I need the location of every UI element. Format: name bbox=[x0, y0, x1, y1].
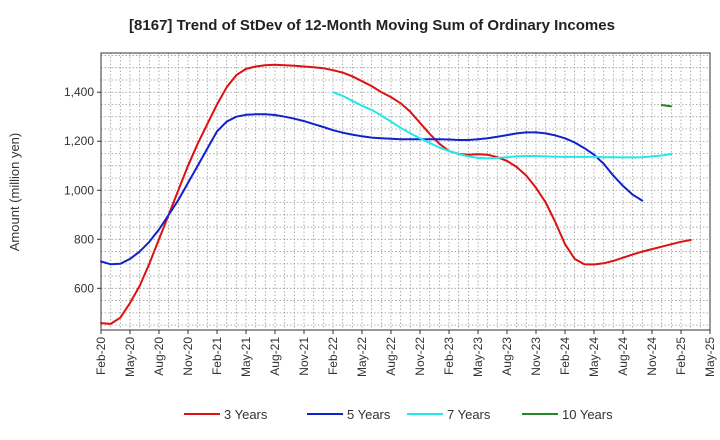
x-tick-label: May-21 bbox=[239, 337, 253, 377]
x-tick-label: Nov-23 bbox=[529, 337, 543, 376]
x-tick-label: Nov-22 bbox=[413, 337, 427, 376]
y-tick-label: 1,400 bbox=[64, 85, 94, 99]
y-tick-label: 1,000 bbox=[64, 183, 94, 197]
x-tick-label: May-22 bbox=[355, 337, 369, 377]
x-tick-label: May-20 bbox=[123, 337, 137, 377]
y-axis-label: Amount (million yen) bbox=[7, 133, 22, 252]
series-lines bbox=[100, 63, 692, 325]
grid bbox=[101, 53, 710, 330]
x-tick-label: Aug-22 bbox=[384, 337, 398, 376]
legend-label: 5 Years bbox=[347, 407, 391, 422]
x-tick-label: May-25 bbox=[703, 337, 717, 377]
x-tick-label: Aug-24 bbox=[616, 337, 630, 376]
x-tick-label: Feb-23 bbox=[442, 337, 456, 375]
x-tick-label: Feb-22 bbox=[326, 337, 340, 375]
series-line-10-years bbox=[660, 104, 673, 108]
series-line-3-years bbox=[100, 63, 692, 325]
x-axis: Feb-20 May-20 Aug-20 Nov-20 Feb-21 May-21 Aug-… bbox=[94, 330, 717, 377]
x-tick-label: Feb-21 bbox=[210, 337, 224, 375]
legend-label: 7 Years bbox=[447, 407, 491, 422]
y-axis: 600 800 1,000 1,200 1,400 bbox=[64, 85, 101, 295]
y-tick-label: 800 bbox=[74, 232, 94, 246]
y-tick-label: 600 bbox=[74, 281, 94, 295]
x-tick-label: Nov-21 bbox=[297, 337, 311, 376]
x-tick-label: Aug-23 bbox=[500, 337, 514, 376]
plot-area bbox=[100, 52, 711, 331]
y-tick-label: 1,200 bbox=[64, 134, 94, 148]
chart-title: [8167] Trend of StDev of 12-Month Moving… bbox=[129, 17, 615, 34]
series-line-7-years bbox=[332, 91, 673, 160]
x-tick-label: Nov-20 bbox=[181, 337, 195, 376]
x-tick-label: Feb-25 bbox=[674, 337, 688, 375]
x-tick-label: Aug-20 bbox=[152, 337, 166, 376]
x-tick-label: Aug-21 bbox=[268, 337, 282, 376]
legend: 3 Years 5 Years 7 Years 10 Years bbox=[184, 407, 613, 422]
x-tick-label: May-23 bbox=[471, 337, 485, 377]
legend-label: 10 Years bbox=[562, 407, 613, 422]
legend-label: 3 Years bbox=[224, 407, 268, 422]
x-tick-label: Feb-20 bbox=[94, 337, 108, 375]
series-line-5-years bbox=[100, 113, 644, 266]
x-tick-label: Feb-24 bbox=[558, 337, 572, 375]
x-tick-label: May-24 bbox=[587, 337, 601, 377]
x-tick-label: Nov-24 bbox=[645, 337, 659, 376]
